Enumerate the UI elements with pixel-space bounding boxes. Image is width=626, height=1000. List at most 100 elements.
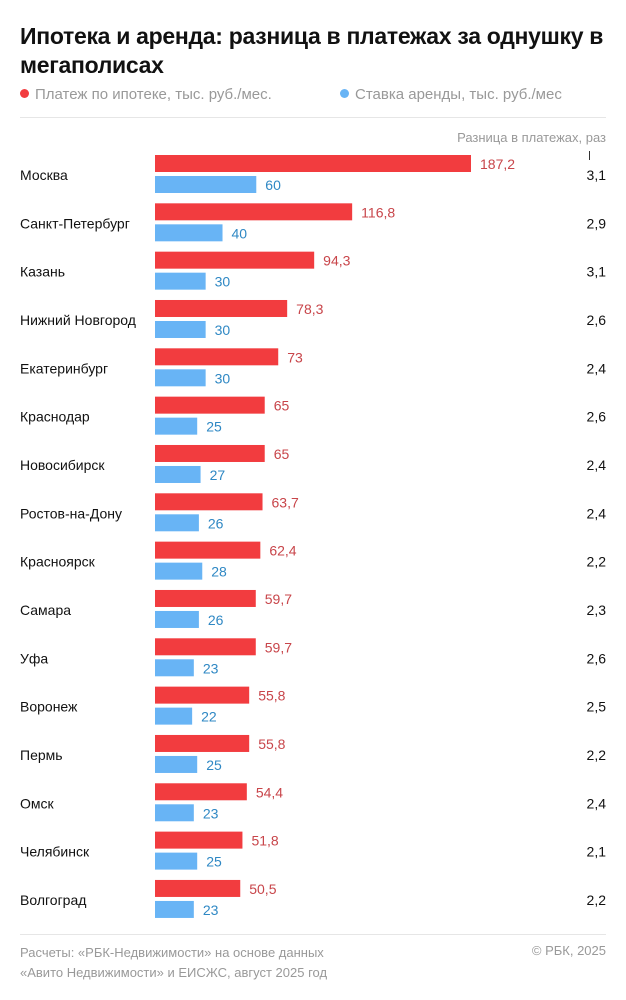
rent-value-label: 26: [208, 515, 224, 531]
rent-value-label: 27: [210, 467, 226, 483]
category-label: Екатеринбург: [20, 360, 108, 376]
ratio-tick: [589, 151, 590, 160]
mortgage-bar: [155, 589, 256, 607]
ratio-value-label: 2,9: [587, 215, 607, 231]
mortgage-bar: [155, 783, 247, 801]
category-label: Омск: [20, 795, 55, 811]
rent-value-label: 23: [203, 805, 219, 821]
rent-value-label: 23: [203, 902, 219, 918]
ratio-value-label: 2,2: [587, 554, 607, 570]
mortgage-bar: [155, 251, 315, 269]
blue-dot-icon: [340, 89, 349, 98]
chart-title: Ипотека и аренда: разница в платежах за …: [20, 23, 604, 78]
category-label: Москва: [20, 167, 68, 183]
mortgage-value-label: 55,8: [258, 688, 285, 704]
rent-value-label: 26: [208, 612, 224, 628]
rent-value-label: 40: [232, 225, 248, 241]
category-label: Уфа: [20, 650, 48, 666]
category-label: Нижний Новгород: [20, 312, 136, 328]
mortgage-value-label: 62,4: [269, 543, 296, 559]
mortgage-bar: [155, 444, 265, 462]
rent-bar: [155, 417, 198, 435]
source-line-2: «Авито Недвижимости» и ЕИСЖС, август 202…: [20, 965, 328, 980]
rent-bar: [155, 320, 206, 338]
ratio-value-label: 3,1: [587, 167, 607, 183]
mortgage-value-label: 94,3: [323, 253, 350, 269]
ratio-value-label: 2,1: [587, 844, 607, 860]
rent-bar: [155, 659, 194, 677]
ratio-value-label: 2,6: [587, 409, 607, 425]
mortgage-bar: [155, 831, 243, 849]
ratio-value-label: 2,6: [587, 650, 607, 666]
mortgage-bar: [155, 686, 250, 704]
legend-mortgage-label: Платеж по ипотеке, тыс. руб./мес.: [35, 86, 272, 103]
ratio-value-label: 2,4: [587, 795, 607, 811]
legend-rent: Ставка аренды, тыс. руб./мес: [340, 86, 562, 103]
ratio-value-label: 2,4: [587, 360, 607, 376]
rent-bar: [155, 562, 203, 580]
rent-bar: [155, 224, 223, 242]
mortgage-bar: [155, 299, 288, 317]
rent-bar: [155, 369, 206, 387]
rent-bar: [155, 804, 194, 822]
mortgage-value-label: 116,8: [361, 204, 395, 220]
ratio-value-label: 2,6: [587, 312, 607, 328]
mortgage-bar: [155, 638, 256, 656]
rent-bar: [155, 707, 193, 725]
legend-rent-label: Ставка аренды, тыс. руб./мес: [355, 86, 562, 103]
mortgage-value-label: 59,7: [265, 591, 292, 607]
mortgage-value-label: 78,3: [296, 301, 323, 317]
rent-value-label: 25: [206, 854, 222, 870]
mortgage-bar: [155, 203, 353, 221]
ratio-value-label: 2,2: [587, 747, 607, 763]
category-label: Пермь: [20, 747, 63, 763]
mortgage-value-label: 55,8: [258, 736, 285, 752]
copyright: © РБК, 2025: [531, 943, 606, 958]
mortgage-value-label: 59,7: [265, 639, 292, 655]
legend-mortgage: Платеж по ипотеке, тыс. руб./мес.: [20, 86, 272, 103]
mortgage-value-label: 51,8: [251, 833, 278, 849]
rent-bar: [155, 900, 194, 918]
rent-bar: [155, 852, 198, 870]
footer-divider: [20, 934, 606, 935]
mortgage-value-label: 63,7: [272, 494, 299, 510]
category-label: Красноярск: [20, 554, 96, 570]
mortgage-value-label: 65: [274, 446, 290, 462]
mortgage-value-label: 65: [274, 398, 290, 414]
mortgage-bar: [155, 348, 279, 366]
category-label: Казань: [20, 264, 65, 280]
rent-bar: [155, 514, 199, 532]
red-dot-icon: [20, 89, 29, 98]
ratio-value-label: 2,5: [587, 699, 607, 715]
mortgage-value-label: 54,4: [256, 784, 283, 800]
rent-value-label: 30: [215, 322, 231, 338]
rent-bar: [155, 176, 257, 193]
mortgage-bar: [155, 541, 261, 559]
rent-bar: [155, 465, 201, 483]
category-label: Санкт-Петербург: [20, 215, 130, 231]
source-note: Расчеты: «РБК-Недвижимости» на основе да…: [20, 943, 327, 983]
ratio-value-label: 2,2: [587, 892, 607, 908]
mortgage-bar: [155, 879, 241, 897]
mortgage-bar: [155, 734, 250, 752]
rent-bar: [155, 610, 199, 628]
rent-value-label: 25: [206, 757, 222, 773]
rent-bar: [155, 755, 198, 773]
ratio-value-label: 2,4: [587, 457, 607, 473]
rent-value-label: 25: [206, 419, 222, 435]
category-label: Челябинск: [20, 844, 90, 860]
rent-value-label: 30: [215, 370, 231, 386]
ratio-value-label: 2,4: [587, 505, 607, 521]
mortgage-bar: [155, 396, 265, 414]
rent-value-label: 30: [215, 274, 231, 290]
rent-value-label: 22: [201, 709, 217, 725]
mortgage-value-label: 50,5: [249, 881, 276, 897]
source-line-1: Расчеты: «РБК-Недвижимости» на основе да…: [20, 945, 324, 960]
mortgage-bar: [155, 155, 471, 172]
mortgage-bar: [155, 493, 263, 511]
category-label: Краснодар: [20, 409, 90, 425]
mortgage-value-label: 73: [287, 349, 303, 365]
ratio-value-label: 2,3: [587, 602, 607, 618]
